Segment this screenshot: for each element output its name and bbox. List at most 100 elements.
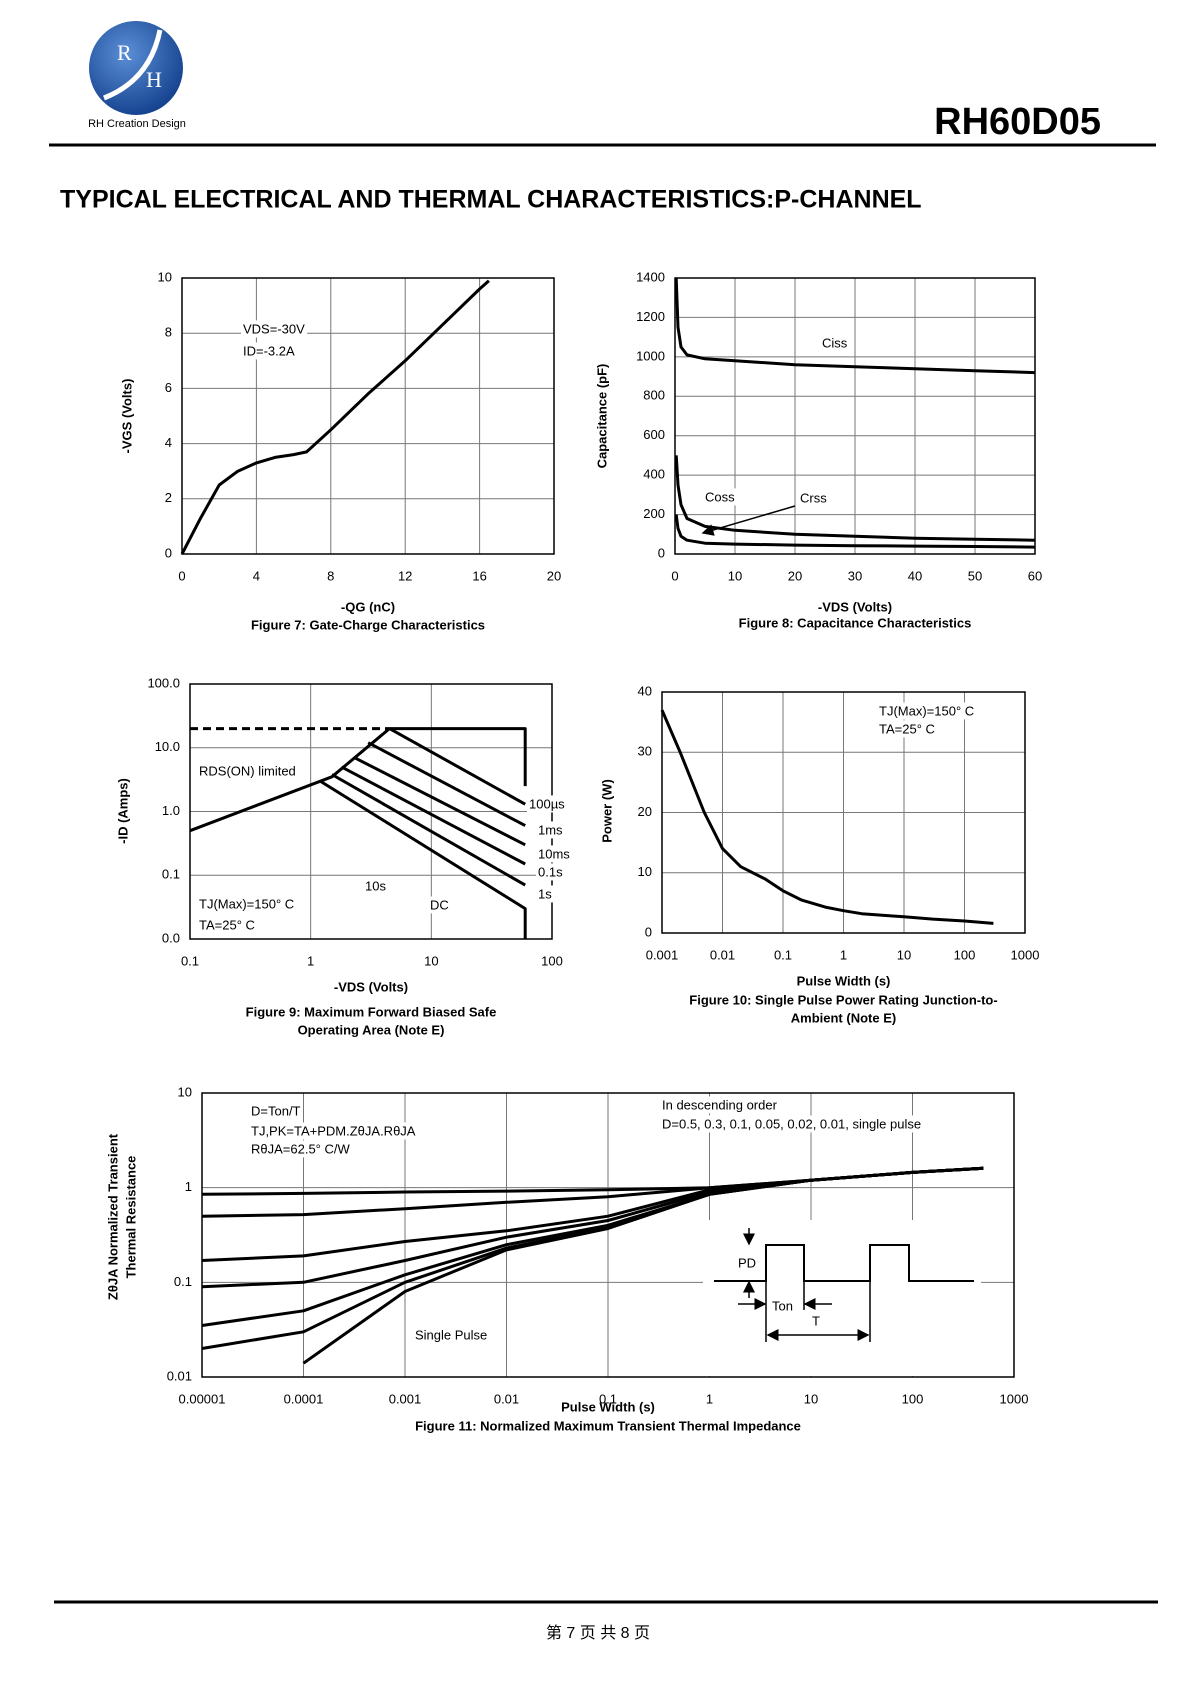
x-tick-label: 100: [902, 1391, 924, 1406]
label-background: [536, 863, 566, 881]
y-tick-label: 1200: [636, 309, 665, 324]
chart: 0 4 8 12 16 20 0 2 4 6 8 10 VDS=-30V ID=-3.2A -QG (nC)…: [119, 269, 561, 632]
annotation: Single Pulse: [415, 1327, 487, 1342]
label-background: [241, 342, 297, 360]
series-line: [674, 277, 1036, 375]
x-tick-label: 0.1: [774, 947, 792, 962]
series-line: [353, 756, 526, 847]
y-tick-label: 0.1: [174, 1274, 192, 1289]
logo-letter: H: [146, 67, 162, 92]
y-tick-label: 1400: [636, 269, 665, 284]
y-tick-label: 0: [658, 545, 665, 560]
figure-caption: Figure 8: Capacitance Characteristics: [739, 615, 972, 630]
x-tick-label: 1000: [1011, 947, 1040, 962]
label-background: [703, 488, 738, 506]
annotation: TJ(Max)=150° C: [879, 703, 974, 718]
x-tick-label: 0.001: [389, 1391, 422, 1406]
y-tick-label: 800: [643, 388, 665, 403]
logo-circle: [89, 21, 183, 115]
y-tick-label: 0.0: [162, 930, 180, 945]
pulse-waveform: [714, 1244, 974, 1282]
logo-letter: R: [117, 40, 132, 65]
label-background: [660, 1115, 924, 1133]
label-background: [241, 320, 308, 338]
x-tick-label: 10: [728, 568, 742, 583]
figure-caption: Figure 9: Maximum Forward Biased Safe: [246, 1004, 497, 1019]
label-background: [820, 334, 850, 352]
annotation: In descending order: [662, 1097, 778, 1112]
y-tick-label: 1: [185, 1179, 192, 1194]
label-background: [197, 762, 298, 780]
series-label: 10ms: [538, 846, 570, 861]
figure-caption: Operating Area (Note E): [298, 1022, 445, 1037]
label-background: [536, 821, 566, 839]
series-label: Crss: [800, 490, 827, 505]
series-label: Ciss: [822, 335, 848, 350]
label-background: [877, 720, 937, 738]
x-axis-label: -QG (nC): [341, 599, 395, 614]
x-axis-label: Pulse Width (s): [797, 973, 891, 988]
annotation: TA=25° C: [879, 721, 935, 736]
x-tick-label: 0.00001: [179, 1391, 226, 1406]
x-tick-label: 1: [706, 1391, 713, 1406]
chart: 0 10 20 30 40 50 600200400600800100012001400Ci…: [594, 269, 1042, 630]
series-line: [331, 773, 526, 887]
company-name: RH Creation Design: [88, 118, 186, 130]
annotation: ID=-3.2A: [243, 343, 295, 358]
y-tick-label: 0: [165, 545, 172, 560]
label-background: [363, 877, 389, 895]
inset-label: PD: [738, 1255, 756, 1270]
label-background: [527, 795, 568, 813]
y-tick-label: 40: [638, 683, 652, 698]
figure-caption: Figure 10: Single Pulse Power Rating Jun…: [689, 992, 997, 1007]
y-axis-label: Power (W): [599, 779, 614, 843]
figure-caption: Ambient (Note E): [791, 1010, 896, 1025]
label-background: [249, 1140, 353, 1158]
plot-frame: [661, 691, 1026, 934]
inset-label: T: [812, 1313, 820, 1328]
x-tick-label: 4: [253, 568, 260, 583]
series-line: [302, 1166, 984, 1365]
y-tick-label: 0: [645, 924, 652, 939]
x-tick-label: 1000: [1000, 1391, 1029, 1406]
page-footer: 第 7 页 共 8 页: [546, 1624, 650, 1642]
x-tick-label: 40: [908, 568, 922, 583]
x-axis-label: -VDS (Volts): [818, 599, 892, 614]
y-axis-label: ZθJA Normalized Transient: [105, 1133, 120, 1300]
y-tick-label: 200: [643, 506, 665, 521]
series-label: 10s: [365, 878, 386, 893]
inset-label: Ton: [772, 1298, 793, 1313]
x-tick-label: 10: [804, 1391, 818, 1406]
x-tick-label: 1: [840, 947, 847, 962]
y-tick-label: 20: [638, 804, 652, 819]
series-line: [180, 279, 490, 555]
series-label: DC: [430, 897, 449, 912]
label-background: [536, 885, 555, 903]
series-label: 1ms: [538, 822, 563, 837]
plot-frame: [674, 277, 1036, 555]
x-axis-label: Pulse Width (s): [561, 1399, 655, 1414]
y-tick-label: 10: [638, 864, 652, 879]
section-heading: TYPICAL ELECTRICAL AND THERMAL CHARACTER…: [60, 186, 922, 214]
y-tick-label: 10: [158, 269, 172, 284]
series-label: 0.1s: [538, 864, 563, 879]
y-tick-label: 0.01: [167, 1368, 192, 1383]
chart: 0.001 0.01 0.1 1 10 100 1000 0 10 20 30 40 TJ(Max)=1…: [599, 683, 1039, 1025]
annotation: D=0.5, 0.3, 0.1, 0.05, 0.02, 0.01, singl…: [662, 1116, 921, 1131]
label-background: [249, 1102, 303, 1120]
x-tick-label: 8: [327, 568, 334, 583]
x-tick-label: 0.01: [494, 1391, 519, 1406]
series-line: [388, 727, 526, 806]
x-tick-label: 16: [472, 568, 486, 583]
label-background: [428, 896, 451, 914]
label-background: [197, 895, 297, 913]
x-axis-label: -VDS (Volts): [334, 979, 408, 994]
y-tick-label: 10.0: [155, 739, 180, 754]
x-tick-label: 100: [541, 953, 563, 968]
plot-frame: [201, 1092, 1015, 1378]
x-tick-label: 0.0001: [284, 1391, 324, 1406]
annotation: D=Ton/T: [251, 1103, 301, 1118]
x-tick-label: 0: [671, 568, 678, 583]
label-background: [249, 1122, 418, 1140]
